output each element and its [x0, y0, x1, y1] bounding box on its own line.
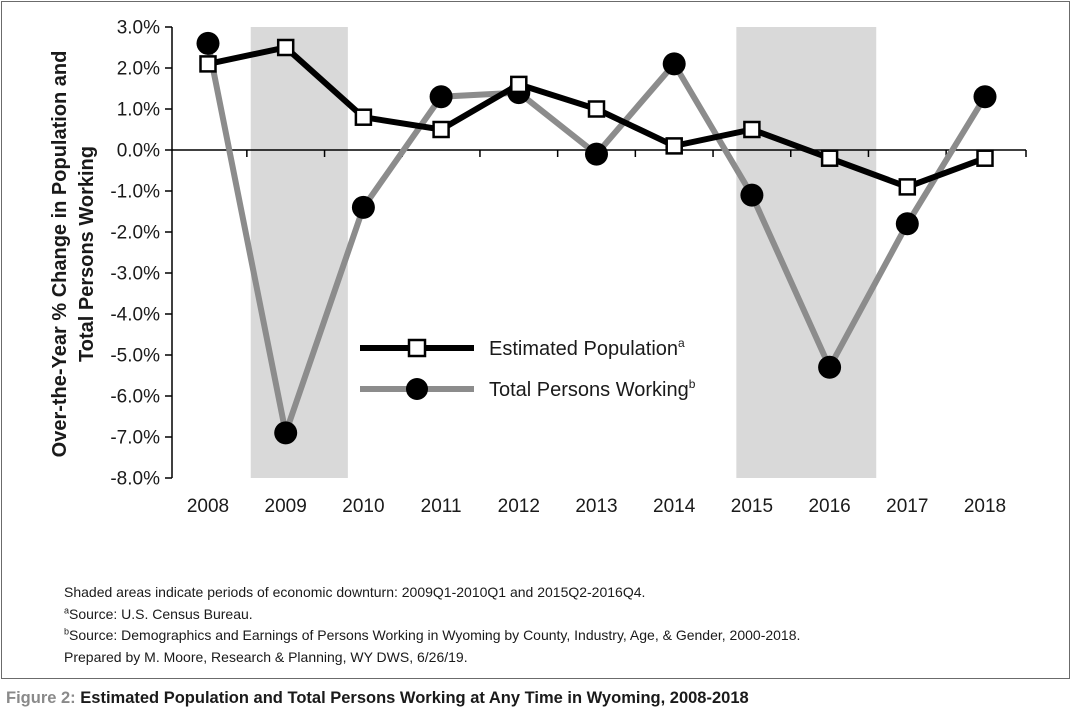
x-tick-label: 2013 — [575, 496, 617, 517]
y-tick-label: -2.0% — [110, 223, 160, 244]
point-population — [743, 120, 761, 139]
y-tick-label: -4.0% — [110, 305, 160, 326]
shaded-period-1 — [250, 27, 348, 478]
point-population — [276, 38, 295, 57]
point-population — [665, 137, 683, 155]
y-axis-label-line2: Total Persons Working — [76, 146, 98, 362]
y-tick-label: -8.0% — [110, 469, 160, 490]
x-tick-label: 2012 — [498, 496, 540, 517]
y-tick-label: 3.0% — [117, 18, 160, 39]
y-axis-label: Over-the-Year % Change in Population and… — [49, 51, 98, 458]
y-tick-label: -1.0% — [110, 182, 160, 203]
point-population — [587, 100, 606, 118]
point-population — [976, 149, 994, 167]
point-population — [354, 108, 373, 126]
y-tick-label: 0.0% — [117, 141, 160, 162]
point-population — [199, 55, 217, 73]
figure-title: Estimated Population and Total Persons W… — [80, 689, 749, 707]
point-workers — [429, 85, 453, 109]
shaded-period-2 — [736, 27, 877, 478]
shaded-periods — [250, 27, 877, 478]
x-tick-label: 2009 — [265, 496, 307, 517]
note-shaded: Shaded areas indicate periods of economi… — [64, 584, 646, 600]
point-workers — [351, 195, 375, 219]
figure-label: Figure 2: — [6, 689, 76, 707]
legend-label-population: Estimated Populationa — [489, 336, 685, 360]
chart-notes: Shaded areas indicate periods of economi… — [64, 582, 800, 668]
point-workers — [585, 142, 608, 166]
y-tick-label: -6.0% — [110, 387, 160, 408]
note-source-b: bSource: Demographics and Earnings of Pe… — [64, 626, 801, 643]
y-tick-label: -3.0% — [110, 264, 160, 285]
point-population — [510, 75, 528, 94]
x-tick-label: 2010 — [342, 496, 384, 517]
y-tick-label: 2.0% — [117, 59, 160, 80]
x-tick-label: 2018 — [964, 496, 1006, 517]
x-tick-label: 2011 — [421, 496, 462, 517]
y-tick-label: -7.0% — [110, 428, 160, 449]
legend-marker-population — [407, 338, 427, 358]
note-source-a: aSource: U.S. Census Bureau. — [64, 604, 253, 622]
point-workers — [740, 183, 764, 207]
x-tick-label: 2014 — [653, 496, 696, 517]
point-workers — [662, 52, 686, 76]
y-axis-label-line1: Over-the-Year % Change in Population and — [49, 51, 71, 458]
y-tick-label: 1.0% — [117, 100, 160, 121]
legend: Estimated Populationa Total Persons Work… — [360, 336, 696, 401]
point-workers — [196, 31, 220, 55]
figure-caption: Figure 2: Estimated Population and Total… — [6, 689, 749, 708]
legend-label-workers: Total Persons Workingb — [489, 377, 696, 401]
note-prepared: Prepared by M. Moore, Research & Plannin… — [64, 648, 468, 665]
x-tick-labels: 2008 2009 2010 2011 2012 2013 2014 2015 2016 2017… — [187, 496, 1006, 517]
x-tick-label: 2017 — [886, 496, 928, 517]
line-chart: 3.0% 2.0% 1.0% 0.0% -1.0% -2.0% -3.0% -4.0% -5.0… — [49, 18, 1027, 517]
x-tick-label: 2016 — [808, 496, 850, 517]
point-workers — [973, 85, 997, 109]
point-workers — [895, 212, 919, 236]
x-tick-label: 2008 — [187, 496, 229, 517]
x-tick-label: 2015 — [731, 496, 773, 517]
point-workers — [818, 355, 842, 379]
figure-frame — [1, 1, 1070, 679]
legend-marker-workers — [406, 378, 428, 400]
point-population — [432, 120, 450, 139]
series-markers — [196, 31, 997, 445]
point-population — [820, 149, 839, 167]
point-population — [898, 178, 917, 196]
y-tick-label: -5.0% — [110, 346, 160, 367]
point-workers — [274, 421, 298, 445]
y-tick-labels: 3.0% 2.0% 1.0% 0.0% -1.0% -2.0% -3.0% -4.0% -5.0… — [110, 18, 160, 490]
